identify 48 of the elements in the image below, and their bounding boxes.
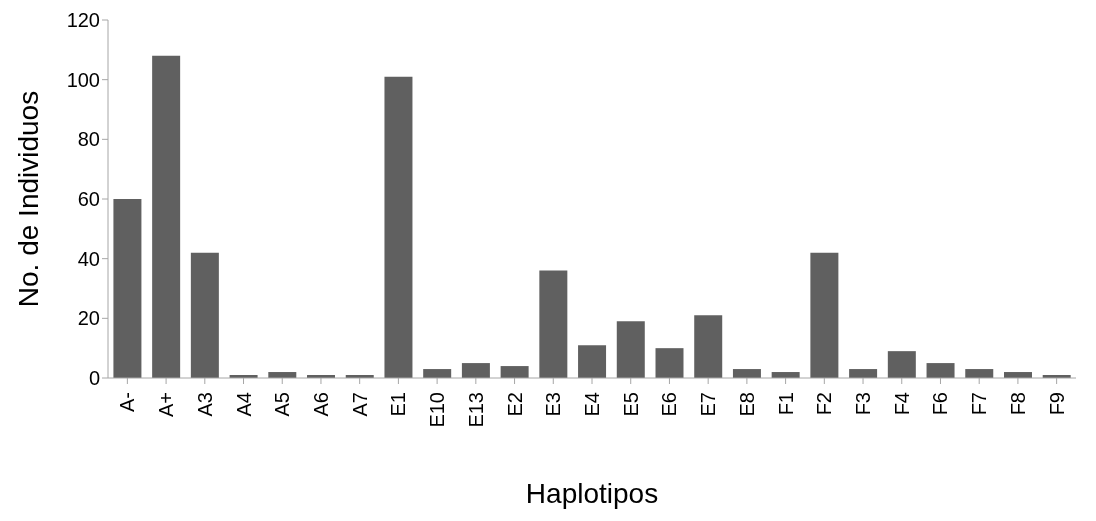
x-tick-label: F8 <box>1006 392 1029 416</box>
x-tick-label: A3 <box>193 392 216 417</box>
bar <box>190 252 219 378</box>
x-tick-label: E1 <box>387 392 410 417</box>
y-tick-label: 80 <box>77 128 100 151</box>
bar <box>616 321 645 378</box>
y-tick-label: 120 <box>66 9 100 32</box>
bar <box>655 348 684 378</box>
bar <box>926 363 955 378</box>
y-axis-title: No. de Individuos <box>12 90 44 308</box>
x-tick-label: E10 <box>426 392 449 428</box>
bar <box>694 315 723 378</box>
x-tick-label: F9 <box>1045 392 1068 416</box>
x-tick-label: E2 <box>503 392 526 417</box>
x-axis-title: Haplotipos <box>525 478 659 509</box>
x-tick-label: A7 <box>348 392 371 417</box>
x-tick-label: A- <box>116 392 139 412</box>
x-tick-label: E4 <box>581 392 603 417</box>
bar <box>887 351 916 378</box>
bar <box>384 76 413 378</box>
x-tick-label: E13 <box>464 392 487 428</box>
x-tick-label: E7 <box>697 392 720 417</box>
y-tick-label: 100 <box>66 68 100 91</box>
x-tick-label: F4 <box>890 392 913 416</box>
y-tick-label: 0 <box>88 367 100 390</box>
x-tick-label: A6 <box>309 392 332 417</box>
bar <box>578 345 607 378</box>
x-tick-label: E5 <box>619 392 642 417</box>
bar <box>539 270 568 378</box>
x-tick-label: F1 <box>774 392 797 416</box>
bar <box>810 252 839 378</box>
x-tick-label: F3 <box>852 392 875 416</box>
x-tick-label: A+ <box>155 392 178 418</box>
x-tick-label: A4 <box>232 392 255 417</box>
x-tick-label: F7 <box>968 392 991 416</box>
y-tick-label: 60 <box>77 188 100 211</box>
x-tick-label: A5 <box>271 392 294 417</box>
x-tick-label: E8 <box>735 392 758 417</box>
x-tick-label: E3 <box>542 392 565 417</box>
bar <box>152 55 181 378</box>
y-tick-label: 40 <box>77 247 100 270</box>
y-tick-label: 20 <box>77 307 100 330</box>
x-tick-label: E6 <box>658 392 681 417</box>
bar <box>461 363 490 378</box>
bar <box>113 199 142 378</box>
x-tick-label: F6 <box>929 392 952 416</box>
bar <box>500 366 529 378</box>
x-tick-label: F2 <box>813 392 836 416</box>
